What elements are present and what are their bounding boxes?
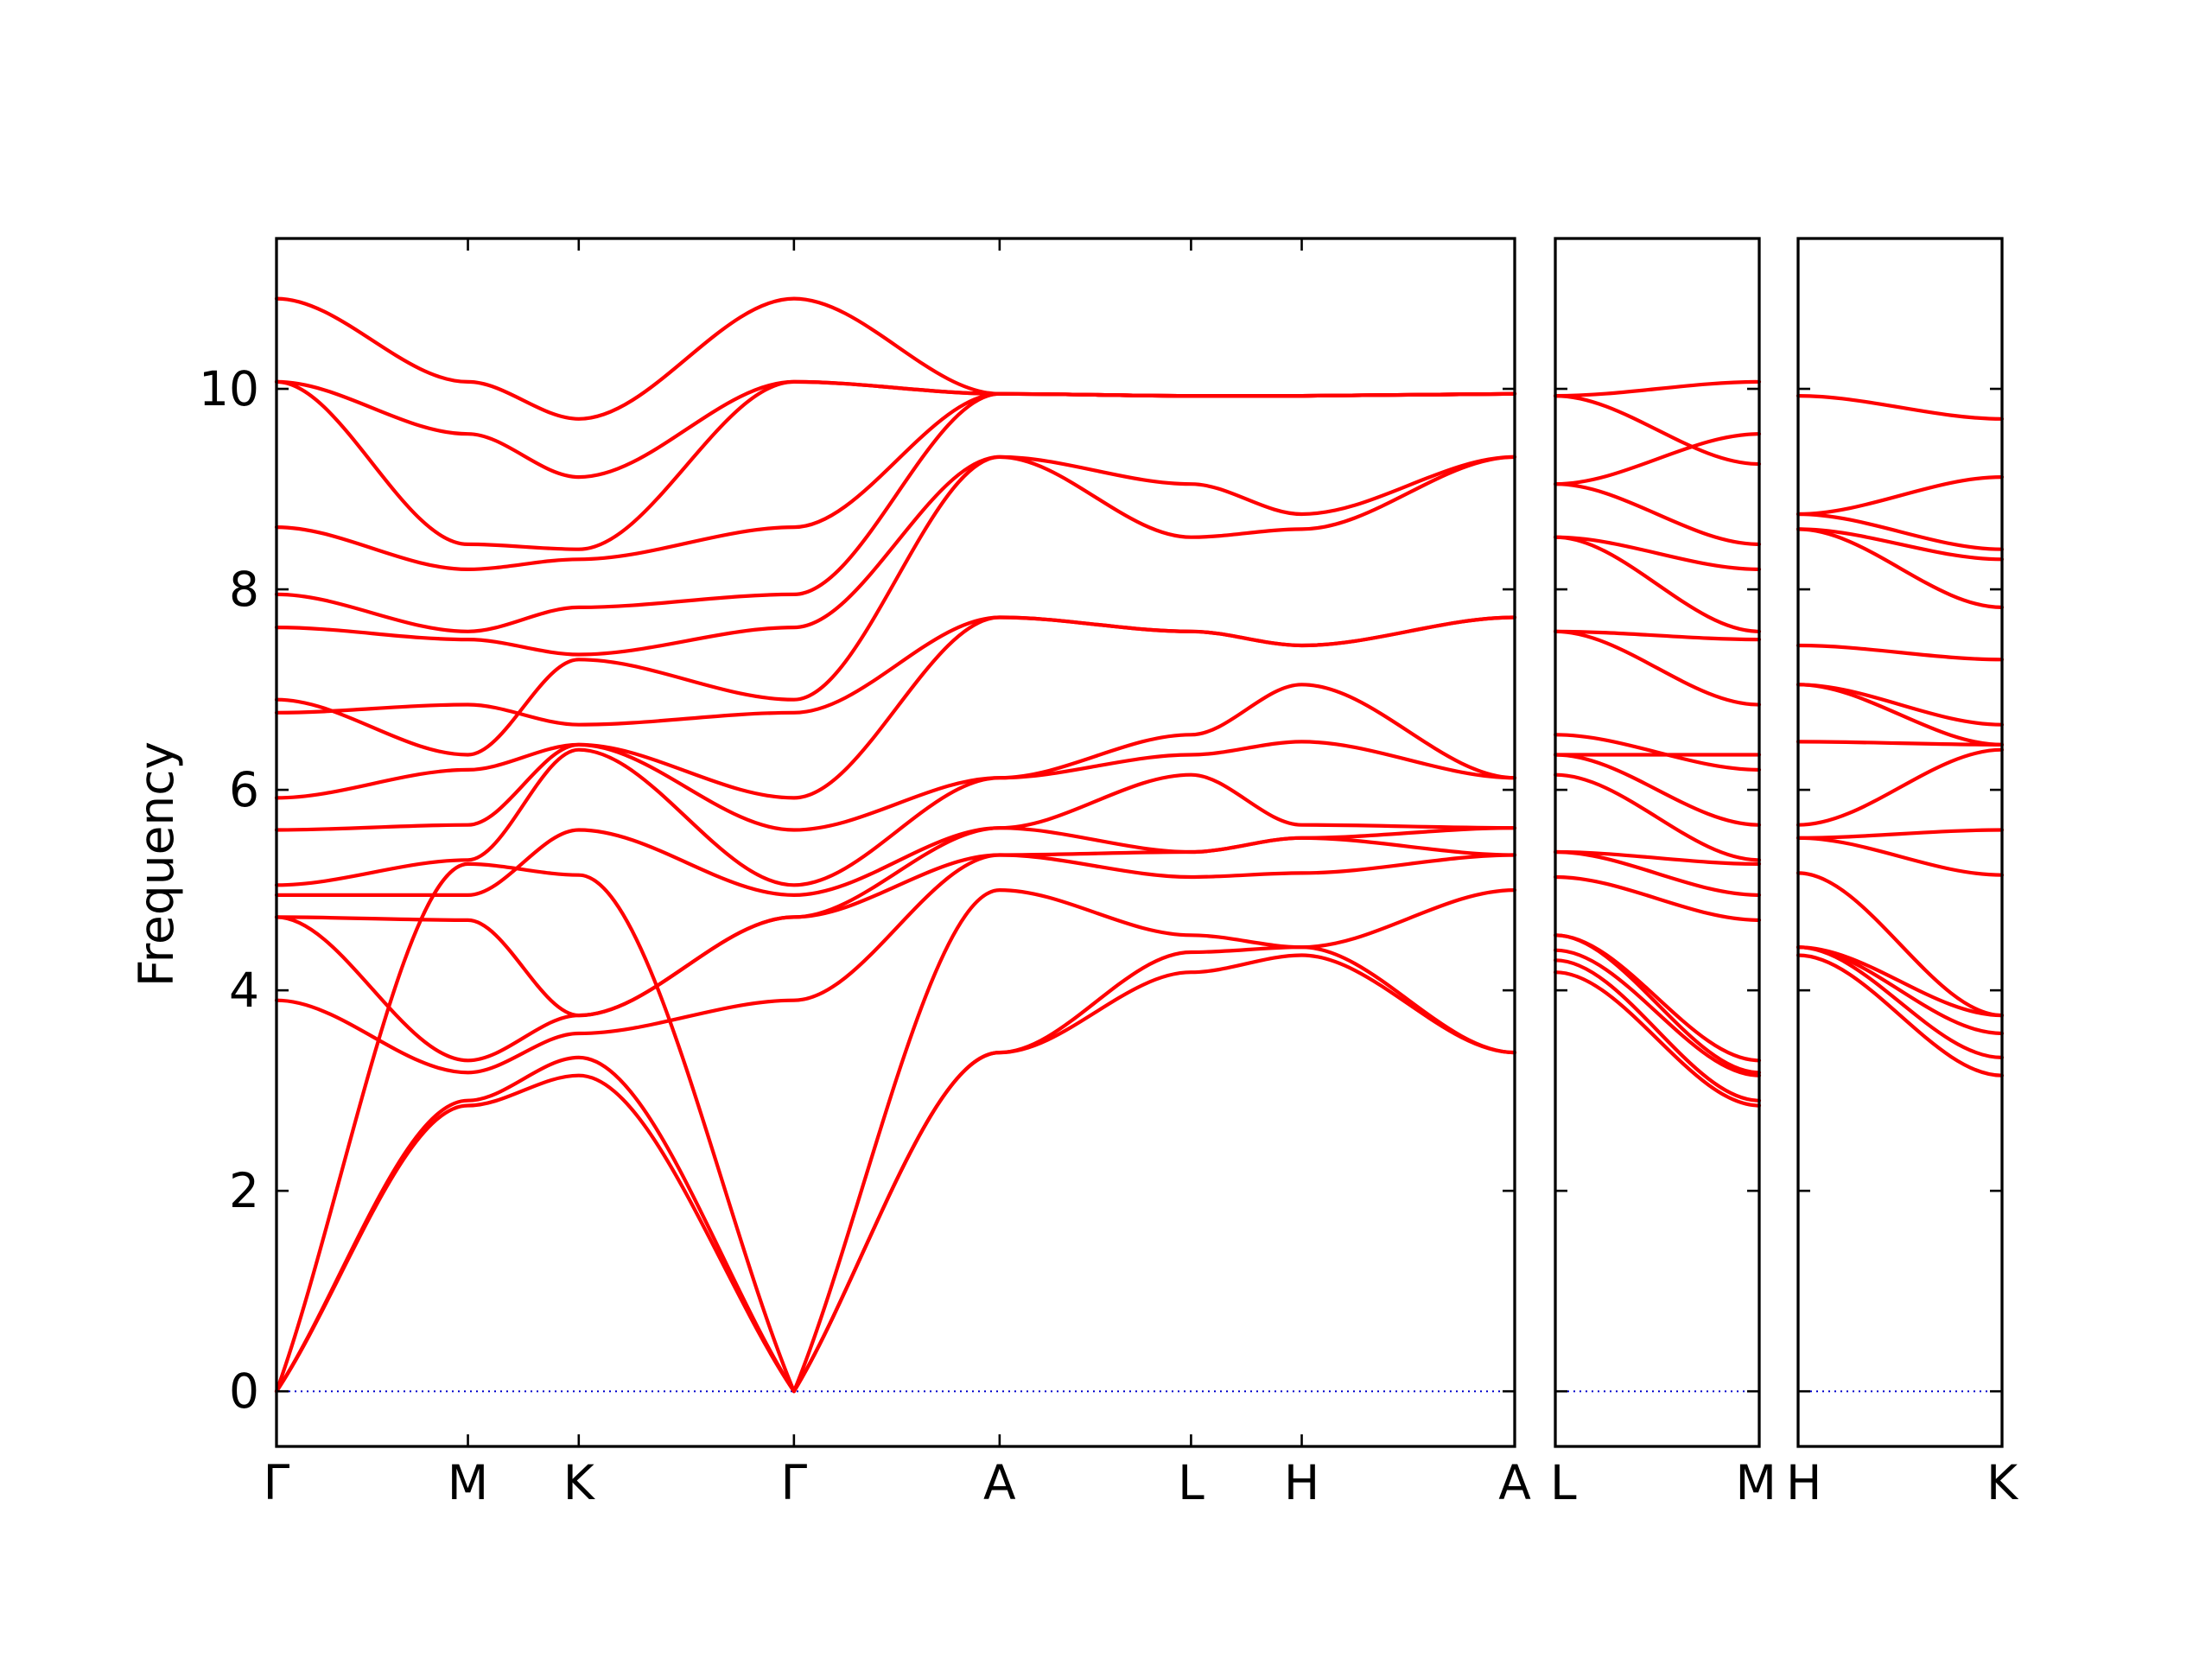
panel-hk-band-6 <box>1796 836 2005 877</box>
panel-hk-band-11 <box>1796 683 2005 727</box>
ytick-label: 6 <box>229 762 259 817</box>
panel-main-band-18 <box>274 296 1517 421</box>
panel-main-xtick-label: Γ <box>781 1455 808 1510</box>
panel-lm-band-13 <box>1553 629 1762 707</box>
panel-hk-band-13 <box>1796 527 2005 609</box>
panel-hk-xtick-label: H <box>1786 1455 1821 1510</box>
panel-lm-band-14 <box>1553 629 1762 642</box>
panel-hk-band-3 <box>1796 945 2005 1036</box>
panel-lm-xtick-label: L <box>1550 1455 1577 1510</box>
panel-lm-band-5 <box>1553 933 1762 1063</box>
panel-lm-band-15 <box>1553 535 1762 633</box>
panel-main-xtick-label: Γ <box>264 1455 290 1510</box>
panel-hk-xtick-label: K <box>1986 1455 2019 1510</box>
panel-main-band-3 <box>274 861 1517 1394</box>
panel-hk-frame <box>1796 237 2004 1448</box>
ytick-label: 2 <box>229 1163 259 1218</box>
ytick-label: 4 <box>229 963 259 1018</box>
panel-main-band-9 <box>274 683 1517 832</box>
panel-main-xtick-label: M <box>448 1455 488 1510</box>
panel-main-band-7 <box>274 772 1517 898</box>
panel-main-band-1 <box>274 953 1517 1394</box>
panel-hk-band-16 <box>1796 475 2005 517</box>
ytick-label: 0 <box>229 1363 259 1419</box>
panel-hk-band-17 <box>1796 394 2005 421</box>
panel-lm-band-11 <box>1553 733 1762 772</box>
panel-lm-frame <box>1554 237 1761 1448</box>
panel-hk-band-8 <box>1796 747 2005 827</box>
panel-lm-band-20 <box>1553 394 1762 467</box>
panel-lm-band-8 <box>1553 849 1762 866</box>
panel-lm-band-18 <box>1553 432 1762 486</box>
y-axis-title: Frequency <box>129 741 184 987</box>
panel-lm-band-1 <box>1553 970 1762 1108</box>
panel-lm-xtick-label: M <box>1736 1455 1777 1510</box>
panel-main-xtick-label: H <box>1284 1455 1319 1510</box>
panel-main-frame <box>275 237 1516 1448</box>
panel-main-band-4 <box>274 853 1517 1075</box>
panel-hk-band-14 <box>1796 527 2005 562</box>
panel-lm-band-9 <box>1553 772 1762 862</box>
panel-lm-band-6 <box>1553 874 1762 922</box>
panel-hk-band-7 <box>1796 828 2005 840</box>
panel-lm-band-19 <box>1553 379 1762 398</box>
panel-main-band-2 <box>274 945 1517 1394</box>
panel-main-band-11 <box>274 615 1517 727</box>
panel-hk-band-12 <box>1796 643 2005 662</box>
panel-hk-band-10 <box>1796 683 2005 747</box>
panel-main-xtick-label: K <box>563 1455 596 1510</box>
panel-lm-band-3 <box>1553 948 1762 1077</box>
panel-hk-band-15 <box>1796 512 2005 551</box>
panel-main-band-13 <box>274 454 1517 657</box>
panel-hk-band-1 <box>1796 953 2005 1077</box>
ytick-label: 8 <box>229 562 259 617</box>
panel-hk-band-9 <box>1796 740 2005 747</box>
panel-main-band-6 <box>274 826 1517 1018</box>
panel-main-band-12 <box>274 454 1517 757</box>
panel-hk-band-5 <box>1796 871 2005 1018</box>
panel-lm-band-10 <box>1553 753 1762 827</box>
panel-main-xtick-label: L <box>1178 1455 1205 1510</box>
panel-main-xtick-label: A <box>1498 1455 1531 1510</box>
ytick-label: 10 <box>199 361 259 416</box>
panel-lm-band-16 <box>1553 535 1762 571</box>
panel-lm-band-2 <box>1553 958 1762 1103</box>
panel-main-band-8 <box>274 740 1517 887</box>
panel-hk-band-4 <box>1796 945 2005 1018</box>
panel-lm-band-17 <box>1553 482 1762 546</box>
panel-main-xtick-label: A <box>983 1455 1016 1510</box>
